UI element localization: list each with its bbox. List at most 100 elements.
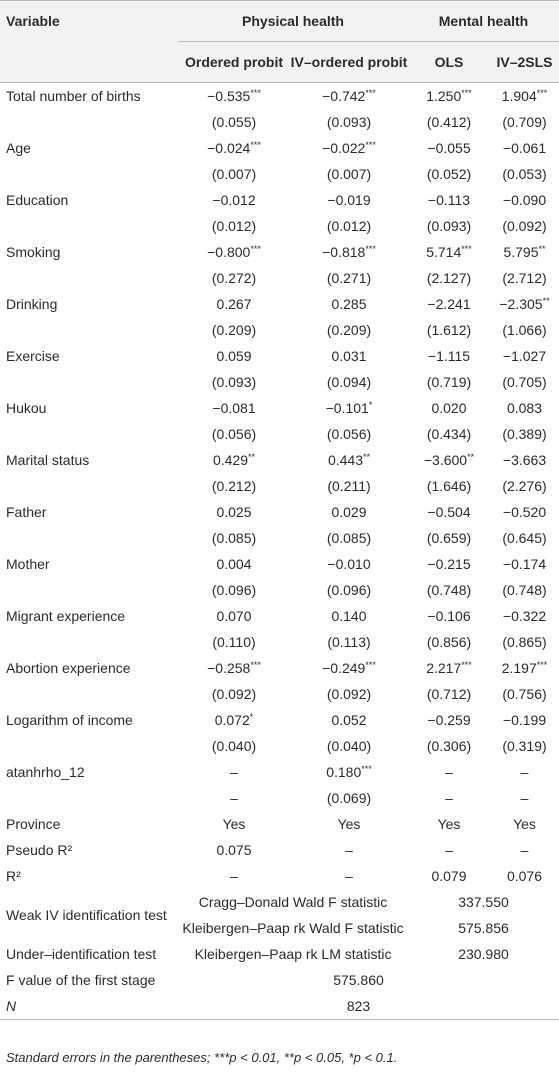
header-model: Ordered probit <box>178 41 290 83</box>
value-cell: (0.113) <box>327 634 371 650</box>
value-cell: (0.748) <box>502 582 547 598</box>
table-row: (0.007) (0.007) (0.052) (0.053) <box>0 161 559 187</box>
row-label: Hukou <box>6 400 47 416</box>
value-cell: 0.076 <box>506 868 543 884</box>
value-cell: −0.019 <box>327 192 371 208</box>
table-row: (0.055) (0.093) (0.412) (0.709) <box>0 109 559 135</box>
value-cell: −0.012 <box>212 192 256 208</box>
table-row: Smoking −0.800*** −0.818*** 5.714*** 5.795** <box>0 239 559 265</box>
value-cell: (0.709) <box>502 114 547 130</box>
table-row: Drinking 0.267 0.285 −2.241 −2.305** <box>0 291 559 317</box>
value-cell: (0.085) <box>326 530 372 546</box>
label-blank <box>0 161 178 187</box>
value-cell: (0.056) <box>326 426 372 442</box>
table-row: Mother 0.004 −0.010 −0.215 −0.174 <box>0 551 559 577</box>
value-cell: (0.012) <box>326 218 372 234</box>
table-row: (0.040) (0.040) (0.306) (0.319) <box>0 733 559 759</box>
row-label: F value of the first stage <box>6 972 156 988</box>
row-label: Education <box>6 192 69 208</box>
value-cell: −0.258*** <box>207 660 261 676</box>
value-cell: −0.174 <box>502 556 547 572</box>
value-cell: 5.714*** <box>426 244 472 260</box>
table-row: (0.085) (0.085) (0.659) (0.645) <box>0 525 559 551</box>
value-cell: 0.059 <box>216 348 252 364</box>
table-row: atanhrho_12 – 0.180*** – – <box>0 759 559 785</box>
value-cell: – <box>230 868 238 884</box>
value-cell: −0.055 <box>427 140 471 156</box>
header-group: Mental health <box>408 0 559 42</box>
label-blank <box>0 421 178 447</box>
test-label: Under–identification test <box>6 946 157 962</box>
value-cell: (0.705) <box>502 374 547 390</box>
value-cell: −1.115 <box>427 348 471 364</box>
test-statistic: Kleibergen–Paap rk LM statistic <box>194 946 392 962</box>
header-model: OLS <box>408 41 490 83</box>
table-row: (0.012) (0.012) (0.093) (0.092) <box>0 213 559 239</box>
row-label: Migrant experience <box>6 608 126 624</box>
table-row: (0.212) (0.211) (1.646) (2.276) <box>0 473 559 499</box>
value-cell: (2.127) <box>426 270 472 286</box>
value-cell: (0.092) <box>502 218 547 234</box>
label-blank <box>0 317 178 343</box>
table-row: Education −0.012 −0.019 −0.113 −0.090 <box>0 187 559 213</box>
value-cell: (0.271) <box>326 270 372 286</box>
label-blank <box>0 577 178 603</box>
value-cell: 823 <box>178 993 559 1020</box>
value-cell: 0.029 <box>331 504 367 520</box>
table-row: Kleibergen–Paap rk Wald F statistic 575.8… <box>0 915 559 941</box>
row-label: R² <box>6 868 21 884</box>
value-cell: Yes <box>222 816 246 832</box>
value-cell: (0.092) <box>211 686 257 702</box>
test-value: 337.550 <box>458 894 509 910</box>
value-cell: −0.215 <box>427 556 471 572</box>
value-cell: – <box>230 764 238 780</box>
value-cell: (0.412) <box>426 114 472 130</box>
header-group: Physical health <box>178 0 408 42</box>
value-cell: (0.007) <box>211 166 257 182</box>
value-cell: (0.319) <box>502 738 547 754</box>
value-cell: Yes <box>513 816 536 832</box>
label-blank <box>0 681 178 707</box>
row-label: Drinking <box>6 296 58 312</box>
value-cell: – <box>230 790 238 806</box>
table-row: (0.209) (0.209) (1.612) (1.066) <box>0 317 559 343</box>
row-label: Age <box>6 140 31 156</box>
value-cell: 0.429** <box>212 452 256 468</box>
value-cell: −0.090 <box>502 192 547 208</box>
label-blank <box>0 473 178 499</box>
value-cell: 2.197*** <box>501 660 548 676</box>
value-cell: (0.748) <box>426 582 472 598</box>
test-statistic: Kleibergen–Paap rk Wald F statistic <box>182 920 404 936</box>
table-row: (0.110) (0.113) (0.856) (0.865) <box>0 629 559 655</box>
value-cell: −0.535*** <box>207 88 261 104</box>
value-cell: −0.800*** <box>207 244 261 260</box>
row-label: Total number of births <box>6 88 141 104</box>
table-row: Exercise 0.059 0.031 −1.115 −1.027 <box>0 343 559 369</box>
value-cell: 0.020 <box>431 400 467 416</box>
value-cell: −0.818*** <box>322 244 376 260</box>
header-model: IV–2SLS <box>490 41 559 83</box>
value-cell: 575.860 <box>333 972 384 988</box>
value-cell: (0.389) <box>502 426 547 442</box>
table-row: Logarithm of income 0.072* 0.052 −0.259 −0.1… <box>0 707 559 733</box>
value-cell: −0.081 <box>212 400 256 416</box>
value-cell: (0.865) <box>502 634 547 650</box>
table-row: Province Yes Yes Yes Yes <box>0 811 559 837</box>
value-cell: (1.646) <box>426 478 472 494</box>
value-cell: (0.093) <box>326 114 372 130</box>
value-cell: 0.004 <box>216 556 252 572</box>
row-label: Pseudo R² <box>6 842 73 858</box>
table-row: Abortion experience −0.258*** −0.249*** 2.2… <box>0 655 559 681</box>
table-row: Total number of births −0.535*** −0.742***… <box>0 83 559 110</box>
label-blank <box>0 265 178 291</box>
value-cell: (2.276) <box>502 478 547 494</box>
value-cell: (0.856) <box>426 634 472 650</box>
header-model: IV–ordered probit <box>290 41 408 83</box>
value-cell: (0.096) <box>326 582 372 598</box>
value-cell: (0.712) <box>426 686 472 702</box>
value-cell: 2.217*** <box>426 660 472 676</box>
value-cell: −0.199 <box>502 712 547 728</box>
value-cell: −0.113 <box>427 192 471 208</box>
footnote: Standard errors in the parentheses; ***p… <box>6 1050 398 1065</box>
value-cell: (0.093) <box>211 374 257 390</box>
